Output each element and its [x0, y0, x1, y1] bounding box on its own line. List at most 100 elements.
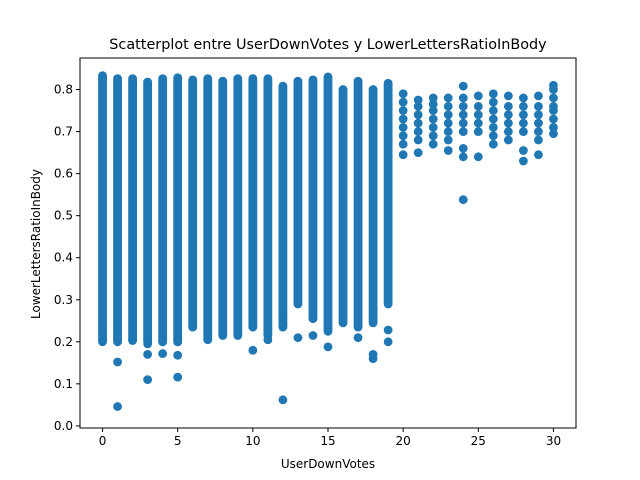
scatter-point-96 — [534, 91, 543, 101]
y-tick-label-5: 0.5 — [54, 209, 73, 223]
scatter-point-54 — [443, 93, 453, 103]
point-column-17 — [353, 76, 363, 332]
scatter-point-104 — [549, 80, 558, 90]
scatter-point-10 — [158, 337, 168, 347]
scatter-point-58 — [458, 127, 468, 136]
point-column-0 — [98, 71, 107, 347]
point-column-10 — [248, 74, 258, 332]
scatter-point-76 — [488, 89, 498, 99]
scatter-point-30 — [398, 114, 408, 124]
point-column-18 — [368, 85, 378, 328]
scatter-point-89 — [518, 93, 528, 103]
scatter-point-95 — [534, 101, 543, 111]
scatter-point-102 — [549, 93, 558, 103]
scatter-point-3 — [113, 402, 122, 411]
scatter-point-56 — [458, 152, 468, 162]
y-tick-label-4: 0.4 — [54, 251, 73, 265]
scatter-point-65 — [473, 127, 483, 136]
point-column-6 — [188, 75, 198, 332]
scatter-point-35 — [413, 135, 423, 145]
scatter-point-86 — [518, 118, 528, 128]
scatter-point-50 — [443, 127, 453, 136]
scatter-point-13 — [173, 337, 183, 347]
scatter-point-71 — [488, 131, 498, 141]
scatter-point-55 — [458, 195, 468, 205]
scatter-point-37 — [413, 118, 423, 128]
x-tick-label-3: 15 — [320, 434, 335, 448]
points-layer — [98, 71, 558, 411]
point-column-9 — [233, 74, 243, 340]
scatter-point-85 — [518, 127, 528, 136]
scatter-point-97 — [549, 129, 558, 139]
scatter-point-84 — [518, 146, 528, 155]
scatter-point-79 — [503, 118, 513, 128]
scatter-point-57 — [458, 143, 468, 153]
point-column-7 — [203, 74, 213, 345]
x-tick-label-5: 25 — [471, 434, 486, 448]
scatter-point-32 — [398, 97, 408, 107]
scatter-point-62 — [458, 93, 468, 103]
scatter-point-7 — [143, 350, 153, 359]
scatter-point-27 — [398, 139, 408, 149]
x-tick-label-2: 10 — [245, 434, 260, 448]
scatter-point-78 — [503, 127, 513, 136]
scatter-point-40 — [413, 95, 423, 105]
y-tick-label-0: 0.0 — [54, 419, 73, 433]
scatter-point-46 — [428, 99, 438, 109]
scatter-point-44 — [428, 114, 438, 124]
x-tick-label-4: 20 — [396, 434, 411, 448]
scatter-point-63 — [458, 81, 468, 91]
y-tick-label-7: 0.7 — [54, 125, 73, 139]
scatter-point-9 — [158, 349, 168, 358]
scatter-point-31 — [398, 106, 408, 115]
scatter-point-0 — [98, 336, 107, 345]
scatter-point-25 — [383, 325, 393, 335]
scatter-point-75 — [488, 97, 498, 107]
point-column-13 — [293, 76, 303, 309]
scatter-point-12 — [173, 350, 183, 360]
y-tick-label-2: 0.2 — [54, 335, 73, 349]
scatter-point-80 — [503, 110, 513, 120]
scatter-point-45 — [428, 106, 438, 115]
scatter-point-81 — [503, 101, 513, 111]
x-axis-label: UserDownVotes — [281, 457, 375, 471]
scatter-point-64 — [473, 152, 483, 162]
x-tick-label-0: 0 — [99, 434, 107, 448]
scatter-point-19 — [308, 331, 318, 340]
scatter-point-43 — [428, 122, 438, 132]
point-column-2 — [128, 74, 138, 345]
y-tick-label-3: 0.3 — [54, 293, 73, 307]
y-tick-label-1: 0.1 — [54, 377, 73, 391]
scatter-point-53 — [443, 101, 453, 111]
point-column-19 — [383, 78, 393, 309]
scatter-point-33 — [398, 89, 408, 99]
scatter-point-87 — [518, 110, 528, 120]
scatter-point-52 — [443, 110, 453, 120]
scatter-point-20 — [323, 342, 333, 352]
scatter-point-99 — [549, 114, 558, 124]
point-column-8 — [218, 76, 228, 340]
scatter-point-61 — [458, 101, 468, 111]
scatter-point-39 — [413, 101, 423, 111]
scatter-point-93 — [534, 118, 543, 128]
y-tick-label-8: 0.8 — [54, 83, 73, 97]
scatter-point-8 — [143, 339, 153, 349]
scatter-point-28 — [398, 131, 408, 141]
scatter-point-49 — [443, 135, 453, 145]
scatter-point-47 — [428, 93, 438, 103]
point-column-14 — [308, 75, 318, 324]
scatter-point-18 — [293, 333, 303, 343]
chart-title: Scatterplot entre UserDownVotes y LowerL… — [109, 37, 547, 53]
scatter-point-38 — [413, 110, 423, 120]
scatter-point-82 — [503, 91, 513, 101]
axes-layer: 0 5 10 15 20 25 30 0.0 0.1 0.2 0.3 0.4 0.5 0.6 0.7 0.8 — [54, 57, 577, 448]
point-column-5 — [173, 73, 183, 347]
scatter-point-60 — [458, 110, 468, 120]
scatter-point-90 — [534, 150, 543, 160]
point-column-16 — [338, 85, 348, 328]
scatter-point-41 — [428, 139, 438, 149]
scatter-point-48 — [443, 146, 453, 155]
scatter-point-5 — [128, 336, 138, 345]
